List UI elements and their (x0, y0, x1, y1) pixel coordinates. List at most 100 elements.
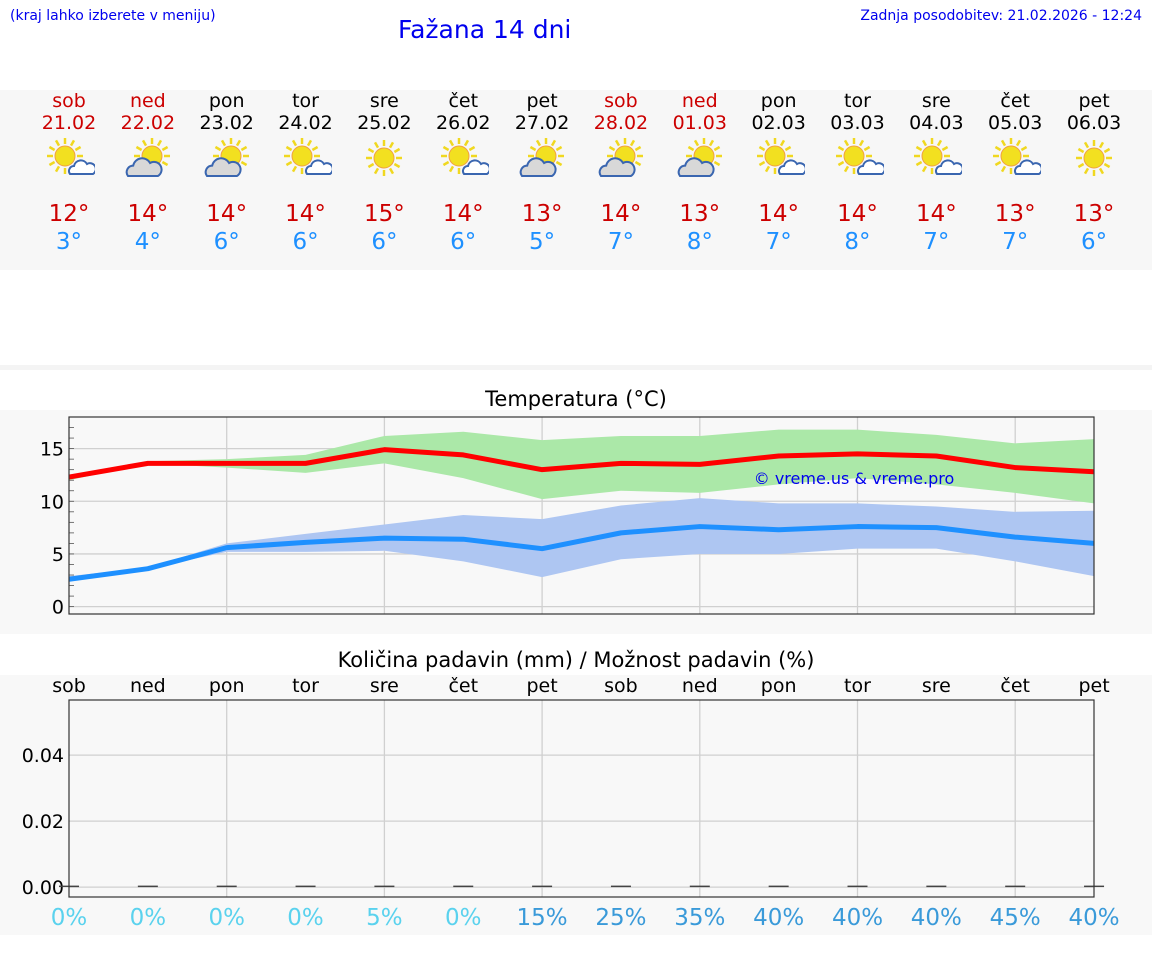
max-temp: 13° (994, 201, 1036, 227)
day-name: sre (921, 90, 951, 112)
max-temp: 14° (600, 201, 642, 227)
precip-probability: 45% (989, 905, 1041, 931)
max-temp: 14° (206, 201, 248, 227)
sun-small-cloud-icon (914, 138, 963, 175)
min-temp: 8° (844, 229, 871, 255)
sun-small-cloud-icon (47, 138, 95, 175)
min-temp-line (68, 524, 1095, 582)
day-name: sob (52, 90, 86, 112)
x-tick-label: čet (1000, 675, 1030, 697)
y-tick-label: 0 (52, 597, 64, 619)
day-column: pon 23.02 14° 6° (188, 90, 266, 256)
min-temp: 5° (529, 229, 556, 255)
x-tick-label: sob (52, 675, 86, 697)
day-column: tor 24.02 14° 6° (267, 90, 345, 256)
min-temp: 4° (134, 229, 161, 255)
x-tick-label: sre (369, 675, 399, 697)
max-temp: 14° (758, 201, 800, 227)
day-date: 28.02 (593, 112, 649, 134)
day-date: 25.02 (357, 112, 412, 134)
min-temp: 6° (371, 229, 398, 255)
precip-probability: 40% (831, 905, 884, 931)
y-tick-label: 10 (40, 491, 64, 513)
x-tick-label: pon (208, 675, 245, 697)
day-date: 26.02 (436, 112, 491, 134)
day-name: čet (1000, 90, 1030, 112)
cloud-sun-icon (519, 138, 565, 177)
day-name: pon (760, 90, 797, 112)
day-name: pet (1078, 90, 1110, 112)
precip-probability: 0% (208, 905, 245, 931)
precip-bar (768, 885, 789, 888)
day-column: čet 05.03 13° 7° (976, 90, 1054, 256)
cloud-sun-icon (677, 138, 722, 177)
day-date: 03.03 (830, 112, 885, 134)
max-temp: 14° (442, 201, 484, 227)
sun-small-cloud-icon (993, 138, 1042, 175)
min-temp: 7° (765, 229, 792, 255)
location-hint[interactable]: (kraj lahko izberete v meniju) (10, 8, 216, 24)
day-name: sob (604, 90, 638, 112)
precip-bar (374, 885, 395, 888)
max-temp: 15° (364, 201, 405, 227)
day-name: pon (208, 90, 245, 112)
min-temp: 6° (213, 229, 240, 255)
x-tick-label: sre (921, 675, 951, 697)
max-temp: 13° (679, 201, 721, 227)
precip-bar (926, 885, 947, 888)
precip-probability: 35% (674, 905, 726, 931)
max-temp: 13° (521, 201, 563, 227)
precip-probability: 0% (445, 905, 482, 931)
day-date: 21.02 (41, 112, 97, 134)
precip-bar (532, 885, 553, 888)
y-tick-label: 5 (52, 544, 64, 566)
min-temp: 6° (1080, 229, 1108, 255)
x-tick-label: tor (844, 675, 871, 697)
precip-probability: 40% (910, 905, 962, 931)
x-tick-label: pet (526, 675, 558, 697)
sun-small-cloud-icon (835, 138, 884, 175)
x-tick-label: ned (129, 675, 166, 697)
max-temp: 14° (837, 201, 878, 227)
max-temp-line (68, 447, 1095, 480)
y-tick-label: 0.02 (22, 811, 64, 833)
day-name: čet (448, 90, 479, 112)
precip-probability: 25% (595, 905, 647, 931)
sun-icon (1076, 140, 1113, 176)
day-name: ned (681, 90, 718, 112)
min-temp: 6° (450, 229, 477, 255)
x-tick-label: pet (1078, 675, 1110, 697)
sun-small-cloud-icon (756, 138, 805, 175)
plot-frame (68, 416, 1095, 615)
plot-area (69, 700, 1094, 897)
day-name: pet (526, 90, 558, 112)
plot-frame (68, 699, 1095, 898)
precip-bar (689, 885, 710, 888)
x-tick-label: ned (681, 675, 718, 697)
day-column: tor 03.03 14° 8° (819, 90, 897, 256)
precip-probability: 0% (129, 905, 167, 931)
max-temp: 13° (1073, 201, 1115, 227)
day-name: sre (369, 90, 399, 112)
min-temp: 7° (923, 229, 950, 255)
day-column: sob 28.02 14° 7° (582, 90, 660, 256)
precip-probability: 40% (1068, 905, 1120, 931)
day-column: ned 01.03 13° 8° (661, 90, 739, 256)
x-tick-label: čet (448, 675, 479, 697)
precip-probability: 0% (287, 905, 324, 931)
x-tick-label: pon (760, 675, 797, 697)
day-date: 05.03 (987, 112, 1043, 134)
precipitation-chart-title: Količina padavin (mm) / Možnost padavin … (337, 648, 815, 672)
precip-probability: 40% (753, 905, 805, 931)
temperature-chart-title: Temperatura (°C) (485, 387, 667, 411)
max-temp: 12° (48, 201, 90, 227)
day-date: 04.03 (909, 112, 964, 134)
precip-bar (453, 885, 474, 888)
cloud-sun-icon (598, 138, 643, 177)
day-column: pon 02.03 14° 7° (740, 90, 818, 256)
day-date: 02.03 (751, 112, 806, 134)
day-column: ned 22.02 14° 4° (109, 90, 187, 256)
precip-probability: 5% (366, 905, 403, 931)
